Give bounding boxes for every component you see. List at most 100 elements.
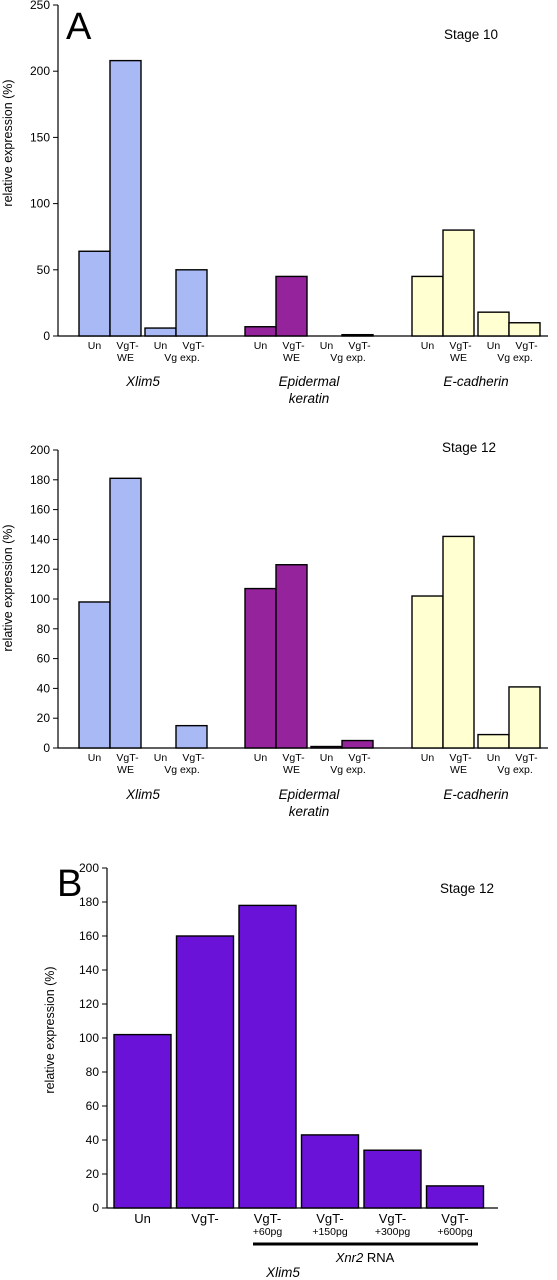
y-tick-label: 160 — [30, 503, 50, 517]
bar-label-we: WE — [450, 352, 467, 364]
bar-ecadherin — [477, 311, 510, 337]
group-label: Epidermal — [279, 374, 341, 389]
bar-label-un: Un — [320, 752, 334, 764]
bar-label-we: WE — [117, 352, 134, 364]
bar-keratin — [244, 587, 277, 749]
y-tick-label: 0 — [43, 741, 50, 755]
bar-panel-b — [113, 1033, 172, 1209]
y-tick-label: 80 — [86, 1065, 100, 1079]
y-tick-label: 20 — [86, 1167, 100, 1181]
group-label: Xlim5 — [125, 787, 160, 802]
x-axis-label: Xlim5 — [265, 1265, 300, 1280]
y-tick-label: 100 — [30, 592, 50, 606]
bar-panel-b — [238, 904, 297, 1209]
bracket-label-gene: Xnr2 — [335, 1250, 364, 1265]
x-tick-label-dose: +60pg — [253, 1226, 283, 1238]
bar-label-vgt: VgT- — [282, 752, 305, 764]
bar-keratin — [341, 333, 374, 337]
stage-label: Stage 10 — [444, 27, 498, 42]
y-tick-label: 150 — [30, 130, 50, 144]
bar-label-vg-exp: Vg exp. — [330, 764, 366, 776]
bar-label-vg-exp: Vg exp. — [164, 764, 200, 776]
y-tick-label: 20 — [37, 711, 51, 725]
bar-xlim5 — [78, 250, 111, 337]
y-tick-label: 0 — [92, 1201, 99, 1215]
bar-label-un: Un — [254, 340, 268, 352]
bracket-label-rna: RNA — [363, 1250, 394, 1265]
x-tick-label: VgT- — [191, 1211, 218, 1226]
bar-ecadherin — [508, 686, 541, 749]
bar-ecadherin — [411, 275, 444, 337]
bar-label-vgt: VgT- — [282, 340, 305, 352]
bar-label-vgt: VgT- — [116, 752, 139, 764]
y-axis-label: relative expression (%) — [1, 524, 15, 651]
y-tick-label: 120 — [79, 997, 99, 1011]
x-tick-label: Un — [134, 1211, 151, 1226]
bar-label-vgt: VgT- — [449, 340, 472, 352]
y-tick-label: 40 — [86, 1133, 100, 1147]
bar-xlim5 — [175, 269, 208, 337]
x-tick-label-dose: +600pg — [437, 1226, 472, 1238]
bar-label-we: WE — [283, 352, 300, 364]
bar-label-un: Un — [254, 752, 268, 764]
bar-label-un: Un — [320, 340, 334, 352]
bar-label-un: Un — [154, 340, 168, 352]
x-tick-label-dose: +150pg — [312, 1226, 347, 1238]
group-label: E-cadherin — [443, 787, 508, 802]
bar-keratin — [310, 745, 343, 749]
y-tick-label: 100 — [79, 1031, 99, 1045]
bar-xlim5 — [175, 724, 208, 749]
panel-letter: A — [66, 6, 92, 48]
y-tick-label: 60 — [37, 652, 51, 666]
bar-ecadherin — [442, 229, 475, 337]
bar-label-vg-exp: Vg exp. — [164, 352, 200, 364]
y-tick-label: 180 — [30, 473, 50, 487]
bar-label-un: Un — [421, 340, 435, 352]
bar-label-vgt: VgT- — [182, 340, 205, 352]
bar-ecadherin — [477, 733, 510, 749]
bar-label-un: Un — [88, 340, 102, 352]
y-axis-label: relative expression (%) — [1, 79, 15, 206]
bar-keratin — [275, 564, 308, 749]
bar-label-vg-exp: Vg exp. — [330, 352, 366, 364]
bar-panel-b — [425, 1185, 485, 1209]
y-tick-label: 200 — [79, 861, 99, 875]
y-tick-label: 180 — [79, 895, 99, 909]
bar-label-we: WE — [117, 764, 134, 776]
bar-label-vgt: VgT- — [449, 752, 472, 764]
bar-label-vg-exp: Vg exp. — [497, 352, 533, 364]
y-tick-label: 160 — [79, 929, 99, 943]
bar-label-un: Un — [88, 752, 102, 764]
bar-label-vgt: VgT- — [515, 752, 538, 764]
bar-label-we: WE — [283, 764, 300, 776]
bar-label-vgt: VgT- — [348, 340, 371, 352]
bar-ecadherin — [508, 322, 541, 337]
y-tick-label: 250 — [30, 0, 50, 12]
y-axis-label: relative expression (%) — [43, 966, 57, 1093]
bar-xlim5 — [144, 327, 177, 337]
bar-label-un: Un — [154, 752, 168, 764]
y-tick-label: 60 — [86, 1099, 100, 1113]
bar-label-we: WE — [450, 764, 467, 776]
stage-label: Stage 12 — [440, 881, 494, 896]
bar-label-vgt: VgT- — [116, 340, 139, 352]
x-tick-label: VgT- — [316, 1211, 343, 1226]
bar-label-un: Un — [487, 340, 501, 352]
y-tick-label: 120 — [30, 562, 50, 576]
bar-xlim5 — [78, 601, 111, 749]
bar-panel-b — [363, 1149, 422, 1209]
y-tick-label: 50 — [37, 263, 51, 277]
y-tick-label: 200 — [30, 443, 50, 457]
x-tick-label: VgT- — [254, 1211, 281, 1226]
bar-label-vgt: VgT- — [515, 340, 538, 352]
y-tick-label: 40 — [37, 681, 51, 695]
bar-label-un: Un — [487, 752, 501, 764]
bar-xlim5 — [109, 59, 142, 337]
bar-keratin — [244, 326, 277, 337]
group-label-line2: keratin — [289, 804, 330, 819]
group-label: Xlim5 — [125, 374, 160, 389]
bar-keratin — [275, 275, 308, 337]
x-tick-label-dose: +300pg — [375, 1226, 410, 1238]
bar-panel-b — [175, 935, 235, 1209]
